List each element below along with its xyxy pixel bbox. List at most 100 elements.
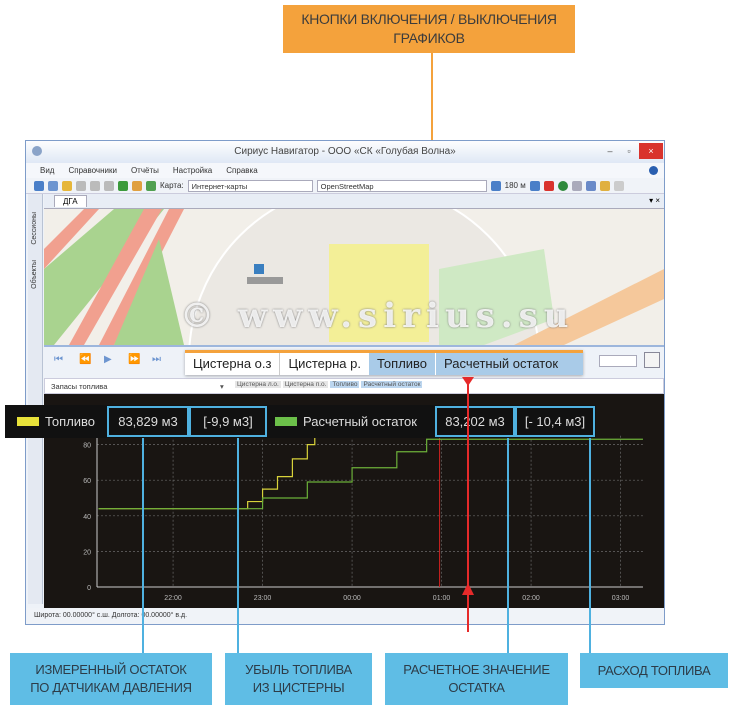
sidebar-item-sessions[interactable]: Сессионы xyxy=(31,212,38,245)
window-title: Сириус Навигатор - ООО «СК «Голубая Волн… xyxy=(234,146,456,157)
toggle-tank-r[interactable]: Цистерна р. xyxy=(280,353,369,375)
callout-measured-remainder: ИЗМЕРЕННЫЙ ОСТАТОК ПО ДАТЧИКАМ ДАВЛЕНИЯ xyxy=(10,653,212,705)
series-line-calculated xyxy=(98,438,643,510)
mini-toggle[interactable]: Расчетный остаток xyxy=(361,381,423,388)
help-icon[interactable] xyxy=(599,180,610,191)
chart-icon[interactable] xyxy=(644,352,660,368)
toggle-fuel[interactable]: Топливо xyxy=(369,353,437,375)
map-canvas xyxy=(44,209,664,345)
info-icon[interactable] xyxy=(649,166,658,175)
fuel-loss-value: [-9,9 м3] xyxy=(189,406,267,437)
search-icon[interactable] xyxy=(48,180,58,191)
sidebar-item-objects[interactable]: Объекты xyxy=(31,260,38,289)
toggle-calculated-remainder[interactable]: Расчетный остаток xyxy=(436,353,583,375)
calc-swatch xyxy=(275,417,297,426)
speed-spinner[interactable] xyxy=(599,355,637,367)
rewind-icon[interactable]: ⏪ xyxy=(79,354,92,365)
zoom-out-icon[interactable] xyxy=(529,180,540,191)
fuel-consumption-value: [- 10,4 м3] xyxy=(515,406,595,437)
fuel-swatch xyxy=(17,417,39,426)
callout-line: УБЫЛЬ ТОПЛИВА xyxy=(245,662,352,677)
callout-line: РАСХОД ТОПЛИВА xyxy=(597,662,711,678)
menu-view[interactable]: Вид xyxy=(40,166,55,175)
menu-references[interactable]: Справочники xyxy=(68,166,117,175)
y-tick-label: 80 xyxy=(83,443,91,450)
menu-bar: Вид Справочники Отчёты Настройка Справка xyxy=(26,163,664,178)
tool-icon[interactable] xyxy=(90,180,100,191)
calc-legend-label: Расчетный остаток xyxy=(303,414,417,429)
scale-select[interactable]: 180 м xyxy=(504,181,526,190)
connector-line xyxy=(589,438,591,654)
coordinates-readout: Широта: 00.00000° с.ш. Долгота: 00.00000… xyxy=(34,612,188,619)
callout-line: ИЗ ЦИСТЕРНЫ xyxy=(252,680,345,695)
mini-toggle[interactable]: Топливо xyxy=(330,381,360,388)
series-line-fuel xyxy=(98,437,316,510)
calc-remainder-value: 83,202 м3 xyxy=(435,406,515,437)
map-view[interactable] xyxy=(44,209,664,345)
layers-icon[interactable] xyxy=(118,180,128,191)
x-tick-label: 02:00 xyxy=(522,595,540,602)
callout-toggle-buttons: КНОПКИ ВКЛЮЧЕНИЯ / ВЫКЛЮЧЕНИЯ ГРАФИКОВ xyxy=(283,5,575,53)
ruler-icon[interactable] xyxy=(132,180,142,191)
callout-calculated-value: РАСЧЕТНОЕ ЗНАЧЕНИЕ ОСТАТКА xyxy=(385,653,568,705)
chart-svg: 0 20 40 60 80 22:00 23:00 00:00 01:00 02:00 03:00 xyxy=(83,435,643,602)
settings-icon[interactable] xyxy=(613,180,624,191)
marker-icon[interactable] xyxy=(146,180,156,191)
callout-line: ПО ДАТЧИКАМ ДАВЛЕНИЯ xyxy=(30,680,192,695)
mini-toggle[interactable]: Цистерна л.о. xyxy=(235,381,281,388)
sidebar: Сессионы Объекты xyxy=(28,194,43,604)
callout-line: РАСЧЕТНОЕ ЗНАЧЕНИЕ xyxy=(403,662,550,677)
map-source-value: OpenStreetMap xyxy=(320,181,374,191)
x-tick-label: 01:00 xyxy=(433,595,451,602)
connector-line xyxy=(507,438,509,654)
app-window: Сириус Навигатор - ООО «СК «Голубая Волн… xyxy=(25,140,665,625)
app-icon xyxy=(32,146,42,156)
tab-bar: ДГА ▾ × xyxy=(44,194,664,209)
play-icon[interactable]: ▶ xyxy=(104,354,112,365)
callout-line: ОСТАТКА xyxy=(448,680,505,695)
first-icon[interactable]: ⏮ xyxy=(54,354,63,365)
folder-icon[interactable] xyxy=(62,180,72,191)
x-tick-label: 03:00 xyxy=(612,595,630,602)
status-bar: Широта: 00.00000° с.ш. Долгота: 00.00000… xyxy=(26,608,664,624)
title-bar: Сириус Навигатор - ООО «СК «Голубая Волн… xyxy=(26,141,664,163)
toggle-tank-oz[interactable]: Цистерна о.з xyxy=(185,353,281,375)
callout-fuel-loss: УБЫЛЬ ТОПЛИВА ИЗ ЦИСТЕРНЫ xyxy=(225,653,372,705)
cursor-marker-line xyxy=(467,378,469,632)
locate-icon[interactable] xyxy=(34,180,44,191)
zoom-in-icon[interactable] xyxy=(490,180,501,191)
mini-toggle[interactable]: Цистерна п.о. xyxy=(282,381,329,388)
last-icon[interactable]: ⏭ xyxy=(152,354,161,365)
tool-icon[interactable] xyxy=(104,180,114,191)
tab-dga[interactable]: ДГА xyxy=(54,195,87,207)
graph-type-select[interactable]: Запасы топлива xyxy=(51,382,108,391)
maximize-button[interactable]: ▫ xyxy=(627,146,631,156)
connector-line xyxy=(237,438,239,654)
cursor-up-arrow-icon xyxy=(462,583,474,595)
map-type-select[interactable]: Интернет-карты xyxy=(187,179,313,192)
map-source-select[interactable]: OpenStreetMap xyxy=(316,179,487,192)
menu-reports[interactable]: Отчёты xyxy=(130,166,159,175)
graph-toolbar: Запасы топлива ▾ Цистерна л.о. Цистерна … xyxy=(44,378,664,394)
minimize-button[interactable]: – xyxy=(607,146,613,156)
fuel-legend-label: Топливо xyxy=(45,414,96,429)
callout-line: КНОПКИ ВКЛЮЧЕНИЯ / ВЫКЛЮЧЕНИЯ xyxy=(301,11,557,27)
tab-controls[interactable]: ▾ × xyxy=(649,196,660,205)
menu-settings[interactable]: Настройка xyxy=(172,166,213,175)
home-icon[interactable] xyxy=(543,180,554,191)
close-button[interactable]: × xyxy=(639,143,663,159)
fast-forward-icon[interactable]: ⏩ xyxy=(128,354,141,365)
connector-line xyxy=(142,438,144,654)
menu-help[interactable]: Справка xyxy=(226,166,258,175)
globe-icon[interactable] xyxy=(557,180,568,191)
callout-line: ИЗМЕРЕННЫЙ ОСТАТОК xyxy=(35,662,187,677)
chart-toggle-buttons: Цистерна о.з Цистерна р. Топливо Расчетн… xyxy=(185,350,583,375)
tool-icon[interactable] xyxy=(76,180,86,191)
fuel-measured-value: 83,829 м3 xyxy=(107,406,189,437)
cursor-down-arrow-icon xyxy=(462,377,474,386)
grid-icon[interactable] xyxy=(585,180,596,191)
list-icon[interactable] xyxy=(571,180,582,191)
chart-legend: Топливо 83,829 м3 [-9,9 м3] Расчетный ос… xyxy=(5,405,596,438)
chevron-down-icon[interactable]: ▾ xyxy=(220,382,224,391)
watermark: © www.sirius.su xyxy=(180,296,575,336)
